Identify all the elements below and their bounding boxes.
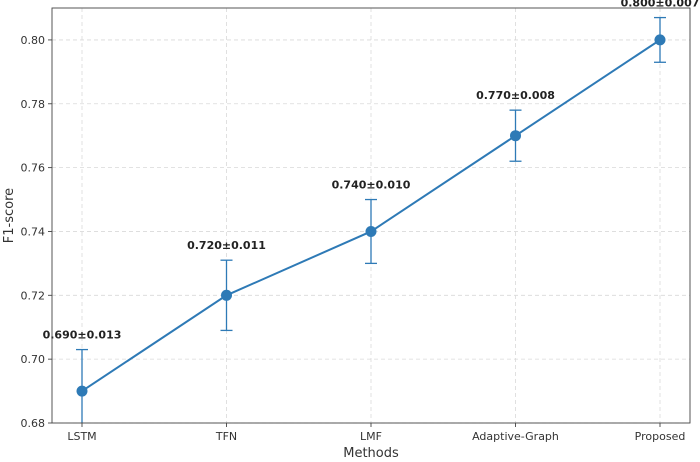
data-label: 0.690±0.013 <box>43 329 122 342</box>
x-tick-label: LMF <box>360 430 382 443</box>
data-label: 0.770±0.008 <box>476 89 555 102</box>
y-tick-label: 0.78 <box>21 98 46 111</box>
data-point <box>76 385 88 397</box>
y-tick-label: 0.80 <box>21 34 46 47</box>
x-tick-label: TFN <box>215 430 237 443</box>
y-axis: 0.68 0.70 0.72 0.74 0.76 0.78 0.80 <box>21 34 52 430</box>
y-axis-label: F1-score <box>2 188 17 243</box>
x-tick-label: LSTM <box>67 430 96 443</box>
data-point <box>654 34 666 46</box>
data-label: 0.800±0.007 <box>621 0 700 10</box>
x-tick-label: Proposed <box>635 430 686 443</box>
y-tick-label: 0.68 <box>21 417 46 430</box>
data-point <box>510 130 521 142</box>
data-labels: 0.690±0.013 0.720±0.011 0.740±0.010 0.770±0… <box>43 0 700 342</box>
data-label: 0.740±0.010 <box>332 179 411 192</box>
y-tick-label: 0.74 <box>21 225 46 238</box>
y-tick-label: 0.70 <box>21 353 46 366</box>
y-tick-label: 0.76 <box>21 162 46 175</box>
data-point <box>221 289 232 301</box>
x-axis: LSTM TFN LMF Adaptive-Graph Proposed <box>67 423 685 443</box>
x-tick-label: Adaptive-Graph <box>472 430 559 443</box>
plot-frame <box>51 7 691 424</box>
data-label: 0.720±0.011 <box>187 239 266 252</box>
y-tick-label: 0.72 <box>21 289 46 302</box>
x-axis-label: Methods <box>343 446 399 461</box>
data-points <box>76 34 666 397</box>
data-point <box>365 225 377 237</box>
